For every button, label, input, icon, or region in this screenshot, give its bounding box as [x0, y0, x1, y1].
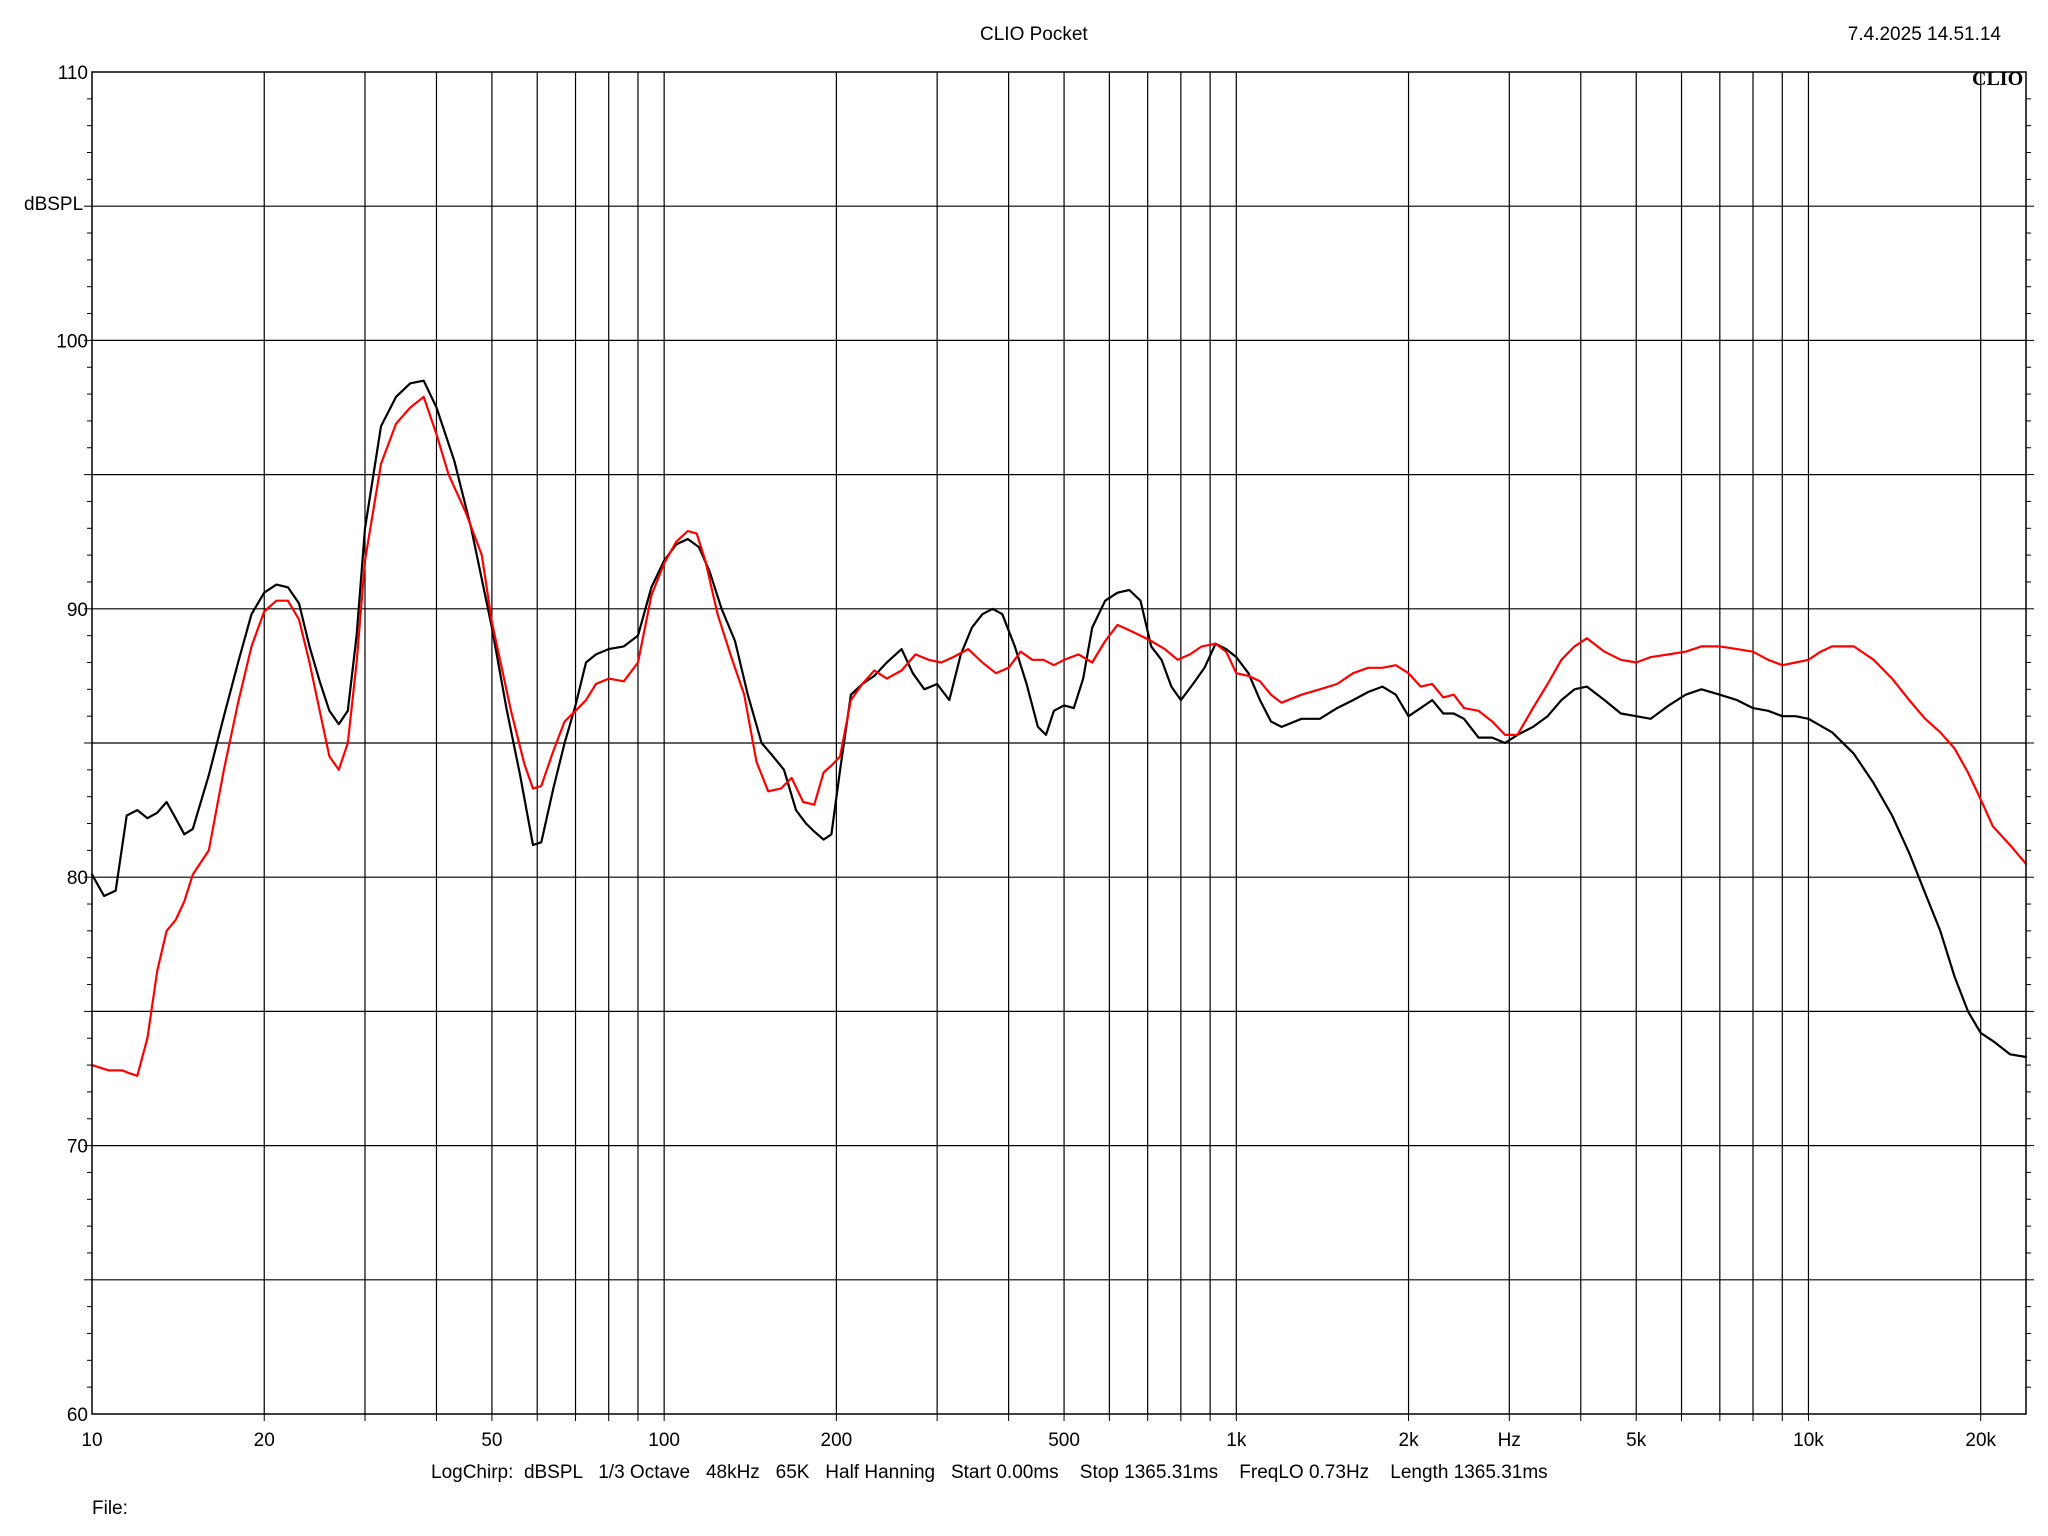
- y-tick-labels: 60 70 80 90 100 110: [56, 63, 88, 1426]
- y-tick-label: 90: [67, 600, 88, 621]
- y-axis-label: dBSPL: [24, 194, 84, 215]
- clio-logo: CLIO: [1972, 68, 2024, 90]
- y-tick-label: 110: [58, 63, 88, 84]
- x-tick-label: 20: [254, 1430, 275, 1451]
- x-tick-label: 20k: [1965, 1430, 1996, 1451]
- x-tick-label: 50: [481, 1430, 502, 1451]
- y-tick-label: 80: [67, 868, 88, 889]
- x-tick-label: 100: [648, 1430, 680, 1451]
- series-line-black: [90, 379, 2028, 1059]
- x-tick-label: 2k: [1399, 1430, 1420, 1451]
- y-tick-label: 100: [56, 331, 88, 352]
- x-tick-label: 10: [81, 1430, 102, 1451]
- file-label: File:: [92, 1498, 128, 1519]
- timestamp: 7.4.2025 14.51.14: [1847, 24, 2001, 45]
- x-tick-label: 5k: [1626, 1430, 1647, 1451]
- grid-lines: [84, 72, 2034, 1421]
- x-tick-label: 200: [821, 1430, 853, 1451]
- plot-frame: [91, 71, 2027, 1415]
- y-tick-label: 60: [67, 1405, 88, 1426]
- x-tick-label: 10k: [1793, 1430, 1824, 1451]
- x-tick-labels: 10 20 50 100 200 500 1k 2k 5k 10k 20k Hz: [81, 1430, 1996, 1451]
- chart-title: CLIO Pocket: [980, 24, 1088, 45]
- series-line-red: [90, 395, 2028, 1077]
- measurement-settings: LogChirp: dBSPL 1/3 Octave 48kHz 65K Hal…: [431, 1462, 1548, 1483]
- x-tick-label: 500: [1048, 1430, 1080, 1451]
- y-tick-label: 70: [67, 1137, 88, 1158]
- x-tick-label: 1k: [1226, 1430, 1247, 1451]
- x-axis-unit-label: Hz: [1498, 1430, 1521, 1451]
- series-lines: [90, 379, 2028, 1077]
